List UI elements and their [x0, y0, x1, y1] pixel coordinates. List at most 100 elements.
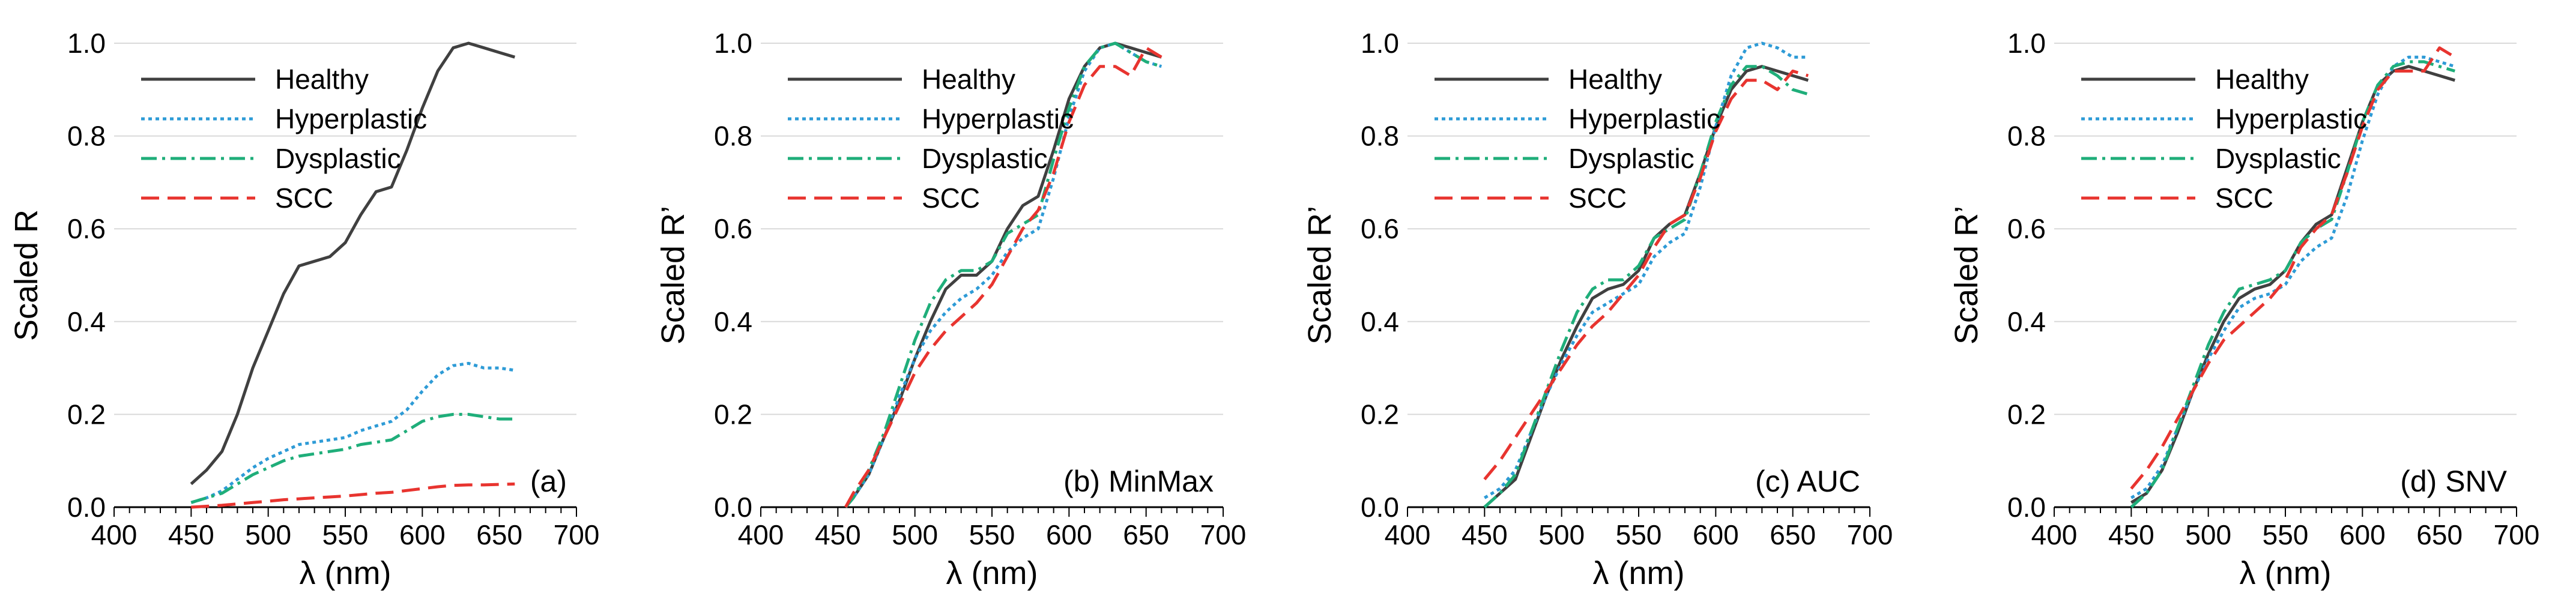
- y-tick-label-d-0: 0.0: [2007, 492, 2046, 523]
- x-tick-label-c-700: 700: [1847, 519, 1893, 550]
- y-tick-label-c-2: 0.4: [1361, 306, 1399, 337]
- x-tick-label-a-650: 650: [476, 519, 522, 550]
- x-tick-label-a-450: 450: [168, 519, 214, 550]
- y-axis-title-a: Scaled R: [8, 209, 44, 341]
- y-tick-label-b-5: 1.0: [714, 28, 752, 59]
- y-tick-label-b-1: 0.2: [714, 399, 752, 430]
- series-line-a-scc: [191, 482, 515, 509]
- y-axis-title-c: Scaled R’: [1302, 206, 1338, 345]
- y-tick-label-b-2: 0.4: [714, 306, 752, 337]
- x-tick-label-c-500: 500: [1538, 519, 1585, 550]
- series-line-a-healthy: [190, 41, 516, 486]
- y-tick-label-a-2: 0.4: [67, 306, 106, 337]
- legend-label-d-dysplastic: Dysplastic: [2215, 143, 2341, 174]
- x-tick-label-d-450: 450: [2108, 519, 2154, 550]
- series-line-d-dysplastic: [2130, 60, 2456, 508]
- y-tick-label-d-5: 1.0: [2007, 28, 2046, 59]
- legend-label-c-dysplastic: Dysplastic: [1568, 143, 1695, 174]
- legend-label-d-healthy: Healthy: [2215, 64, 2309, 95]
- x-tick-label-d-600: 600: [2339, 519, 2386, 550]
- x-tick-label-a-400: 400: [91, 519, 138, 550]
- chart-panel-d: 400 450 500 550 600 650 700 0.0 0.2 0.4 0.6 0.8 1.0 λ…: [1949, 28, 2539, 591]
- legend-c: Healthy Hyperplastic Dysplastic SCC: [1435, 64, 1720, 214]
- x-tick-label-b-400: 400: [738, 519, 784, 550]
- panel-annotation-c: (c) AUC: [1755, 465, 1860, 498]
- y-tick-label-c-5: 1.0: [1361, 28, 1399, 59]
- legend-label-c-healthy: Healthy: [1568, 64, 1662, 95]
- x-tick-label-d-500: 500: [2185, 519, 2231, 550]
- y-tick-label-a-3: 0.6: [67, 213, 106, 244]
- x-tick-label-d-550: 550: [2263, 519, 2309, 550]
- y-tick-label-c-4: 0.8: [1361, 121, 1399, 152]
- x-axis-title-b: λ (nm): [946, 555, 1038, 591]
- y-tick-label-a-5: 1.0: [67, 28, 106, 59]
- legend-label-c-hyperplastic: Hyperplastic: [1568, 103, 1720, 134]
- y-tick-label-a-4: 0.8: [67, 121, 106, 152]
- x-tick-label-a-550: 550: [322, 519, 369, 550]
- legend-label-d-hyperplastic: Hyperplastic: [2215, 103, 2367, 134]
- x-tick-label-d-700: 700: [2494, 519, 2540, 550]
- legend-label-a-healthy: Healthy: [275, 64, 369, 95]
- legend-b: Healthy Hyperplastic Dysplastic SCC: [788, 64, 1074, 214]
- series-line-d-scc: [2130, 46, 2456, 490]
- y-tick-label-c-3: 0.6: [1361, 213, 1399, 244]
- series-line-b-hyperplastic: [844, 41, 1163, 508]
- y-axis-title-d: Scaled R’: [1949, 206, 1985, 345]
- y-tick-label-d-1: 0.2: [2007, 399, 2046, 430]
- x-tick-label-b-700: 700: [1200, 519, 1247, 550]
- x-tick-label-c-600: 600: [1693, 519, 1739, 550]
- x-tick-label-c-450: 450: [1462, 519, 1508, 550]
- y-tick-label-b-4: 0.8: [714, 121, 752, 152]
- chart-panel-c: 400 450 500 550 600 650 700 0.0 0.2 0.4 0.6 0.8 1.0 λ…: [1302, 28, 1893, 591]
- series-line-a-hyperplastic: [190, 361, 515, 504]
- x-tick-label-a-700: 700: [554, 519, 600, 550]
- x-tick-label-d-400: 400: [2031, 519, 2078, 550]
- legend-label-d-scc: SCC: [2215, 182, 2273, 214]
- series-line-c-healthy: [1483, 65, 1809, 508]
- panel-annotation-a: (a): [530, 465, 567, 498]
- panel-annotation-d: (d) SNV: [2400, 465, 2507, 498]
- legend-a: Healthy Hyperplastic Dysplastic SCC: [141, 64, 427, 214]
- series-line-a-dysplastic: [190, 412, 515, 504]
- x-tick-label-b-550: 550: [969, 519, 1015, 550]
- x-tick-label-a-600: 600: [399, 519, 446, 550]
- x-tick-label-a-500: 500: [245, 519, 291, 550]
- y-tick-label-d-4: 0.8: [2007, 121, 2046, 152]
- legend-label-b-scc: SCC: [922, 182, 980, 214]
- series-line-c-dysplastic: [1483, 65, 1809, 508]
- legend-label-a-dysplastic: Dysplastic: [275, 143, 401, 174]
- y-tick-label-c-0: 0.0: [1361, 492, 1399, 523]
- x-tick-label-c-400: 400: [1385, 519, 1431, 550]
- y-axis-title-b: Scaled R’: [655, 206, 691, 345]
- x-axis-title-c: λ (nm): [1593, 555, 1685, 591]
- y-tick-label-b-3: 0.6: [714, 213, 752, 244]
- series-line-b-healthy: [844, 41, 1163, 508]
- legend-label-a-hyperplastic: Hyperplastic: [275, 103, 427, 134]
- x-axis-title-d: λ (nm): [2240, 555, 2332, 591]
- x-tick-label-b-650: 650: [1123, 519, 1169, 550]
- x-tick-label-d-650: 650: [2416, 519, 2463, 550]
- y-tick-label-c-1: 0.2: [1361, 399, 1399, 430]
- y-tick-label-a-1: 0.2: [67, 399, 106, 430]
- legend-label-b-hyperplastic: Hyperplastic: [922, 103, 1074, 134]
- x-tick-label-c-550: 550: [1616, 519, 1662, 550]
- series-line-b-dysplastic: [844, 41, 1163, 508]
- legend-label-c-scc: SCC: [1568, 182, 1627, 214]
- chart-panel-b: 400 450 500 550 600 650 700 0.0 0.2 0.4 0.6 0.8 1.0 λ…: [655, 28, 1246, 591]
- legend-label-b-healthy: Healthy: [922, 64, 1015, 95]
- y-tick-label-d-3: 0.6: [2007, 213, 2046, 244]
- legend-label-b-dysplastic: Dysplastic: [922, 143, 1048, 174]
- legend-d: Healthy Hyperplastic Dysplastic SCC: [2081, 64, 2367, 214]
- x-tick-label-b-600: 600: [1046, 519, 1092, 550]
- x-tick-label-b-450: 450: [815, 519, 861, 550]
- y-tick-label-d-2: 0.4: [2007, 306, 2046, 337]
- x-tick-label-b-500: 500: [892, 519, 938, 550]
- panel-annotation-b: (b) MinMax: [1063, 465, 1214, 498]
- x-tick-label-c-650: 650: [1770, 519, 1816, 550]
- y-tick-label-a-0: 0.0: [67, 492, 106, 523]
- x-axis-title-a: λ (nm): [300, 555, 392, 591]
- y-tick-label-b-0: 0.0: [714, 492, 752, 523]
- series-line-c-scc: [1483, 69, 1809, 481]
- chart-panel-a: 400 450 500 550 600 650 700 0.0 0.2 0.4 0.6 0.8 1.0 λ…: [8, 28, 599, 591]
